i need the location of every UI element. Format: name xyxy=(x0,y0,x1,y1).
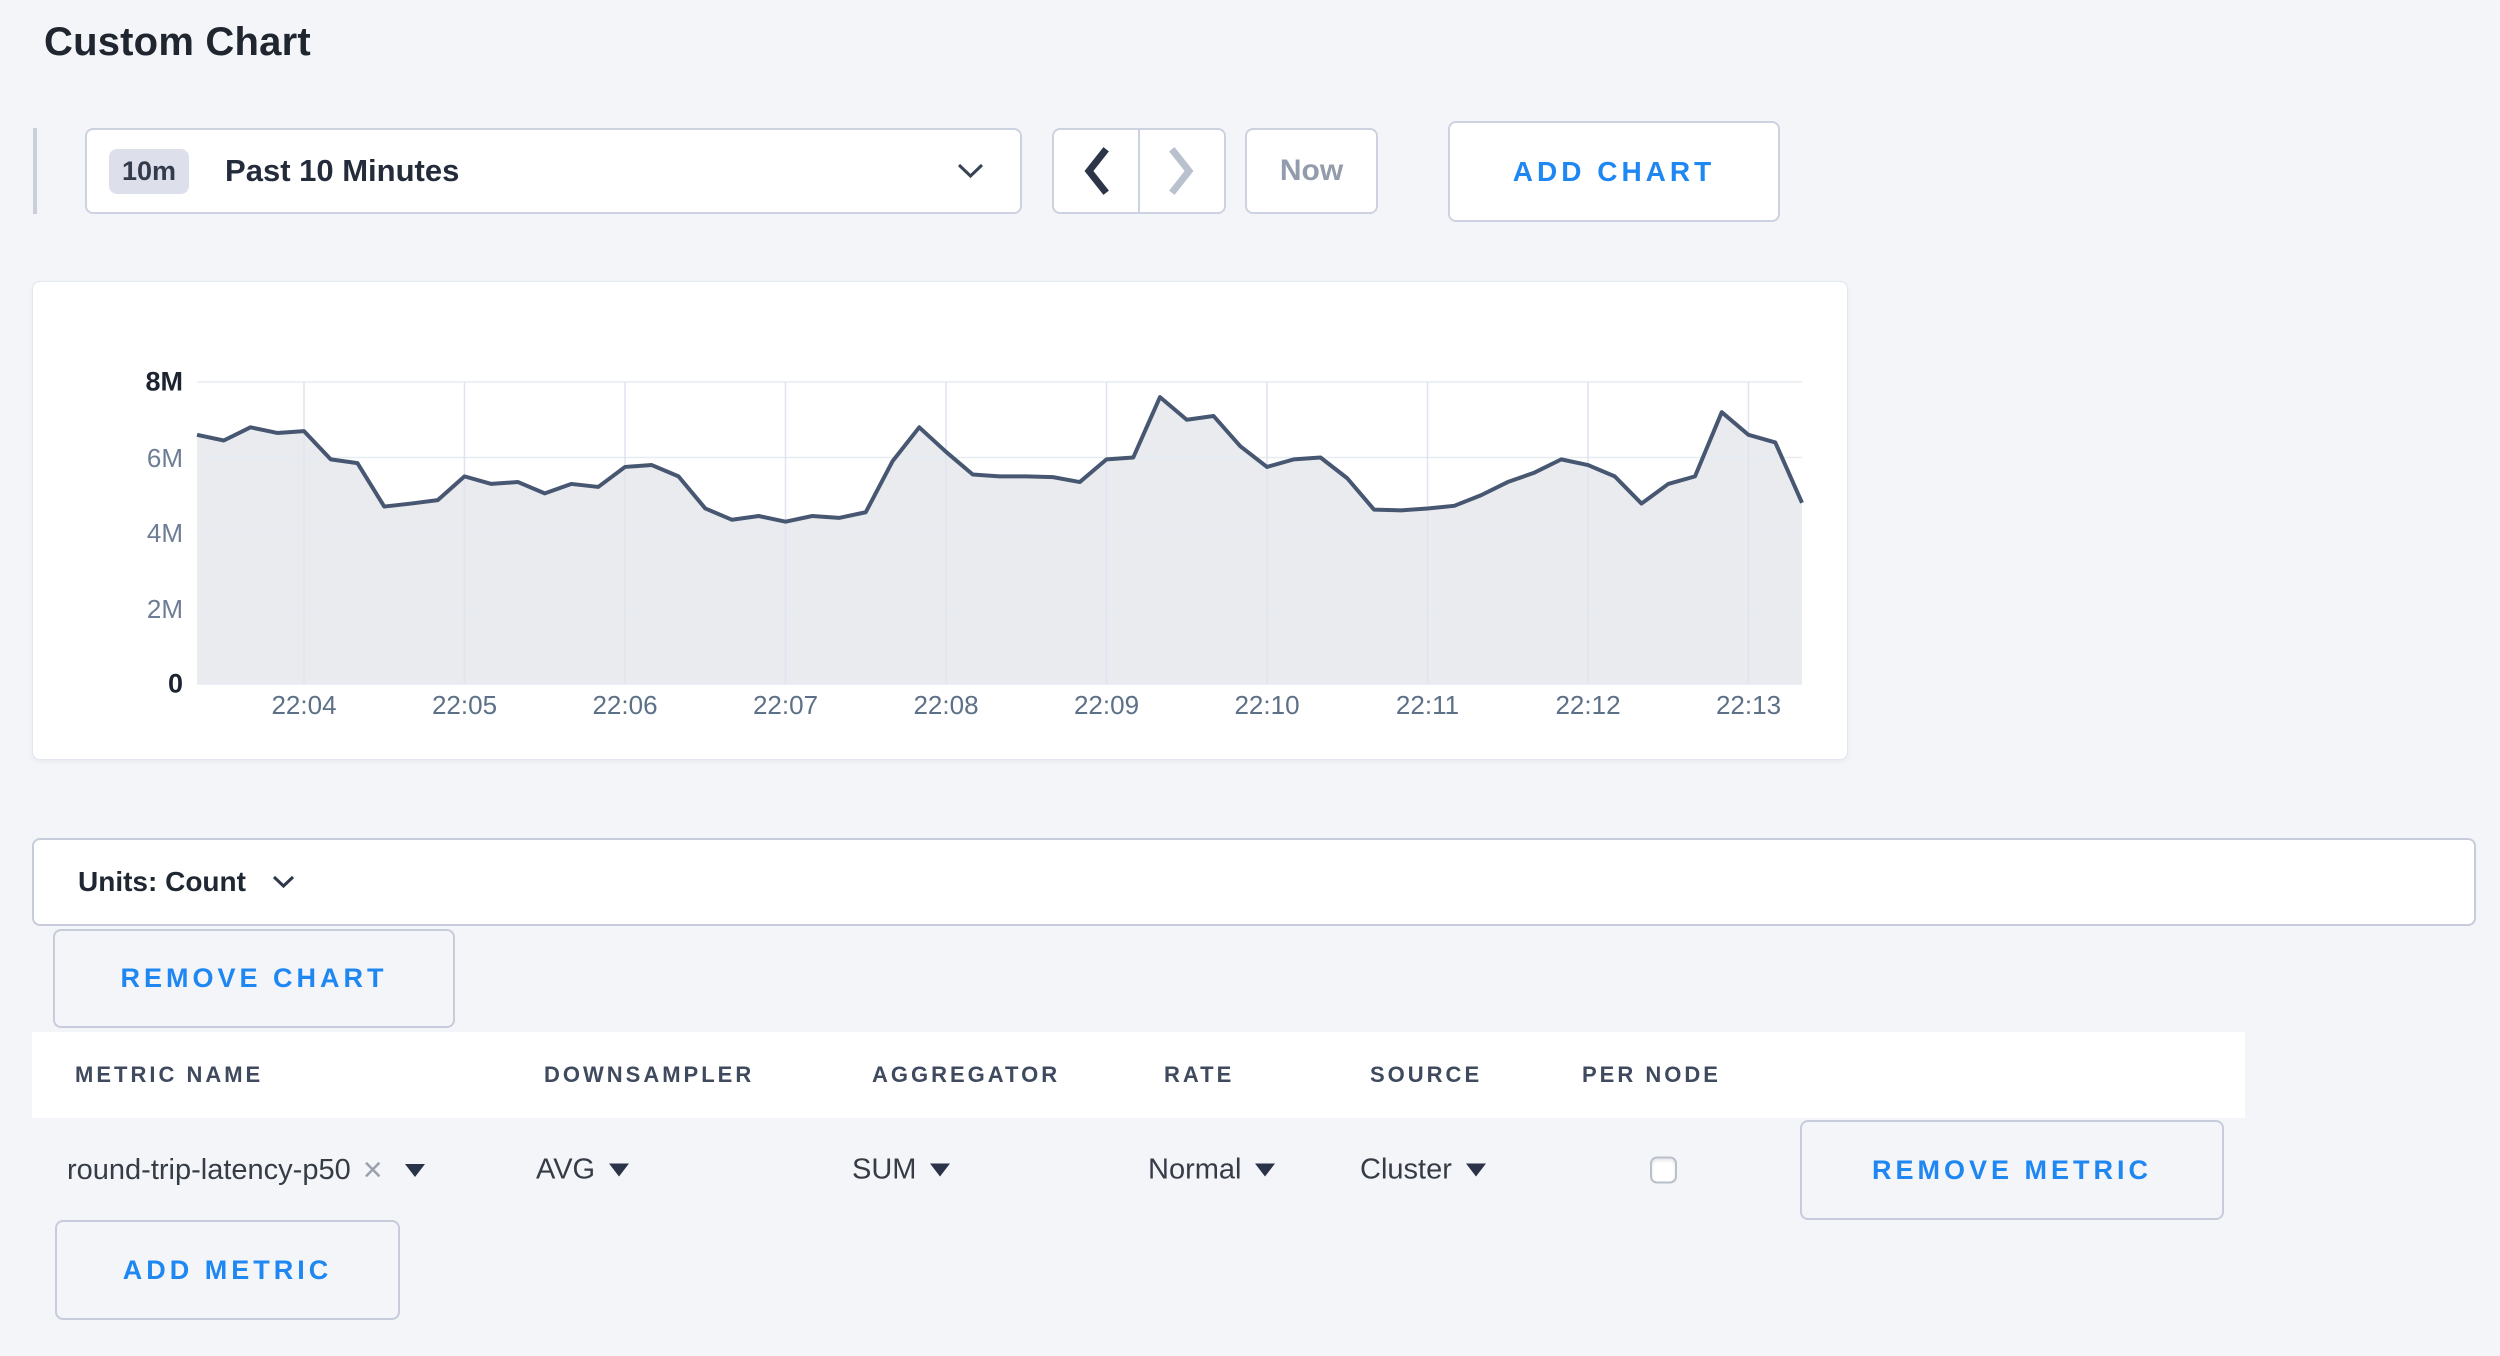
column-header-aggregator: AGGREGATOR xyxy=(872,1062,1061,1087)
chevron-down-icon xyxy=(272,875,295,888)
triangle-down-icon xyxy=(1465,1163,1486,1177)
metric-name-value: round-trip-latency-p50 xyxy=(67,1153,351,1186)
x-axis-tick-label: 22:10 xyxy=(1234,690,1300,720)
y-axis-tick-label: 8M xyxy=(145,366,183,397)
aggregator-select[interactable]: SUM xyxy=(852,1153,951,1187)
next-time-window-button[interactable] xyxy=(1138,130,1224,212)
y-axis-tick-label: 2M xyxy=(146,593,183,624)
triangle-down-icon xyxy=(609,1163,630,1177)
aggregator-value: SUM xyxy=(852,1153,917,1186)
triangle-down-icon xyxy=(404,1163,425,1177)
metric-name-select[interactable]: round-trip-latency-p50 × xyxy=(67,1153,425,1187)
remove-chart-button[interactable]: REMOVE CHART xyxy=(53,929,455,1028)
column-header-rate: RATE xyxy=(1164,1062,1235,1087)
y-axis-tick-label: 0 xyxy=(167,668,183,699)
source-value: Cluster xyxy=(1360,1153,1452,1186)
per-node-checkbox[interactable] xyxy=(1650,1156,1677,1184)
remove-metric-button[interactable]: REMOVE METRIC xyxy=(1800,1120,2224,1220)
x-axis-tick-label: 22:06 xyxy=(592,690,658,720)
time-range-label: Past 10 Minutes xyxy=(225,153,460,188)
remove-metric-tag-icon[interactable]: × xyxy=(362,1151,383,1189)
units-label: Units: Count xyxy=(78,866,246,897)
chevron-right-icon xyxy=(1169,147,1194,195)
column-header-per-node: PER NODE xyxy=(1582,1062,1721,1087)
chevron-down-icon xyxy=(957,163,984,178)
add-chart-button[interactable]: ADD CHART xyxy=(1448,121,1780,222)
now-button[interactable]: Now xyxy=(1245,128,1378,214)
metric-row: round-trip-latency-p50 × AVG SUM Normal … xyxy=(0,1118,2500,1222)
downsampler-value: AVG xyxy=(536,1153,596,1186)
prev-time-window-button[interactable] xyxy=(1054,130,1138,212)
y-axis-tick-label: 6M xyxy=(146,442,183,473)
x-axis-tick-label: 22:13 xyxy=(1715,690,1782,720)
x-axis-tick-label: 22:05 xyxy=(431,690,498,720)
source-select[interactable]: Cluster xyxy=(1360,1154,1486,1187)
rate-select[interactable]: Normal xyxy=(1148,1153,1276,1187)
triangle-down-icon xyxy=(1255,1163,1276,1177)
column-header-downsampler: DOWNSAMPLER xyxy=(544,1062,755,1087)
x-axis-tick-label: 22:11 xyxy=(1395,690,1460,720)
column-header-source: SOURCE xyxy=(1370,1062,1483,1087)
downsampler-select[interactable]: AVG xyxy=(536,1153,630,1187)
add-metric-button[interactable]: ADD METRIC xyxy=(55,1220,400,1320)
y-axis-tick-label: 4M xyxy=(146,518,183,548)
column-header-metric-name: METRIC NAME xyxy=(75,1062,264,1087)
y-axis: 0 2M 4M 6M 8M xyxy=(33,282,183,759)
metrics-table-header: METRIC NAME DOWNSAMPLER AGGREGATOR RATE … xyxy=(32,1032,2245,1118)
chevron-left-icon xyxy=(1084,147,1109,195)
time-range-badge: 10m xyxy=(109,148,190,194)
time-window-accent-bar xyxy=(33,128,37,214)
time-range-select[interactable]: 10m Past 10 Minutes xyxy=(85,128,1022,214)
time-nav-group xyxy=(1052,128,1226,214)
x-axis-tick-label: 22:09 xyxy=(1073,690,1140,720)
triangle-down-icon xyxy=(930,1163,951,1177)
x-axis-tick-label: 22:07 xyxy=(752,690,819,720)
x-axis-tick-label: 22:04 xyxy=(271,690,337,720)
metric-area-chart xyxy=(196,381,1804,685)
chart-card: 0 2M 4M 6M 8M 22:04 22:05 22:06 22:07 22:08 22:09… xyxy=(32,281,1848,760)
x-axis-tick-label: 22:08 xyxy=(913,690,979,720)
units-select[interactable]: Units: Count xyxy=(32,838,2476,926)
x-axis-tick-label: 22:12 xyxy=(1555,690,1621,720)
page-title: Custom Chart xyxy=(44,20,311,64)
rate-value: Normal xyxy=(1148,1153,1242,1186)
